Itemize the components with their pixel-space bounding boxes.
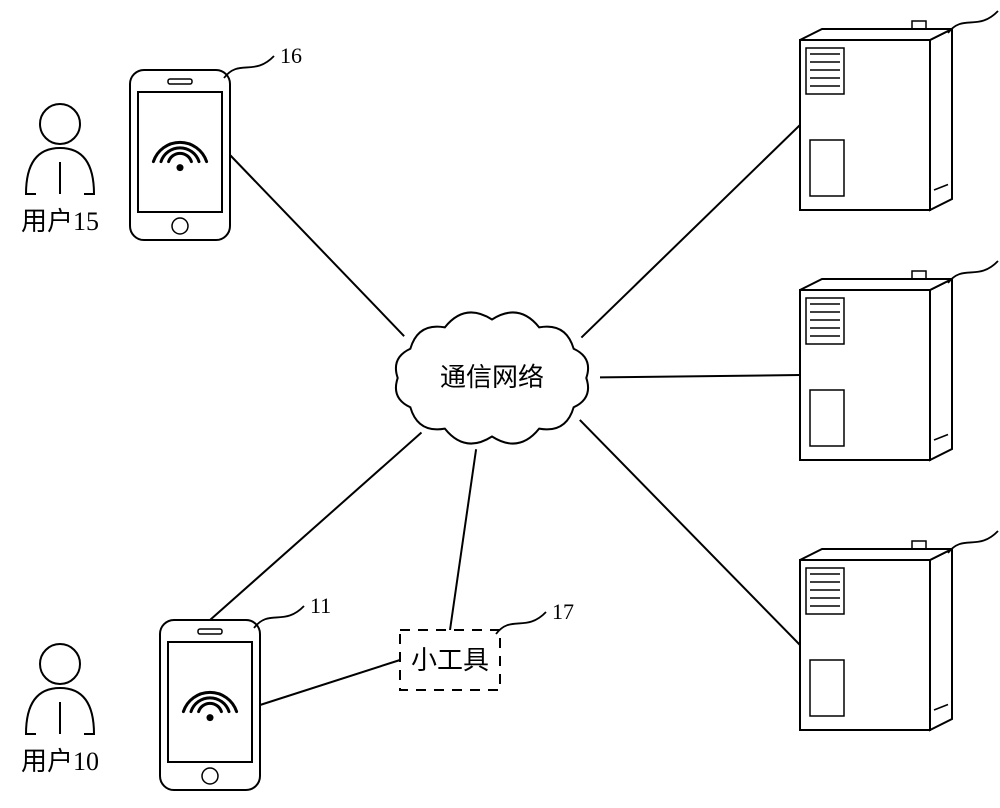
user10-label: 用户10 xyxy=(21,747,99,776)
ref-number: 17 xyxy=(552,599,574,624)
link-server12-cloud xyxy=(580,420,800,645)
server12: 12 xyxy=(800,518,1000,730)
link-widget17-cloud xyxy=(450,449,476,630)
leader-line xyxy=(254,606,304,628)
phone16: 16 xyxy=(130,43,302,240)
leader-line xyxy=(948,531,998,553)
server13: 13 xyxy=(800,248,1000,460)
widget17: 小工具 17 xyxy=(400,599,574,690)
user15: 用户15 xyxy=(21,104,99,236)
leader-line xyxy=(948,261,998,283)
phone11: 11 xyxy=(160,593,331,790)
link-phone11-widget17 xyxy=(260,660,400,705)
server14: 14 xyxy=(800,0,1000,210)
leader-line xyxy=(948,11,998,33)
user10: 用户10 xyxy=(21,644,99,776)
link-phone11-cloud xyxy=(210,433,421,620)
widget-label: 小工具 xyxy=(411,646,489,675)
link-server14-cloud xyxy=(581,125,800,338)
link-server13-cloud xyxy=(600,375,800,377)
link-phone16-cloud xyxy=(230,155,404,336)
leader-line xyxy=(496,612,546,634)
ref-number: 11 xyxy=(310,593,331,618)
leader-line xyxy=(224,56,274,78)
cloud-label: 通信网络 xyxy=(440,363,544,392)
ref-number: 16 xyxy=(280,43,302,68)
user15-label: 用户15 xyxy=(21,207,99,236)
